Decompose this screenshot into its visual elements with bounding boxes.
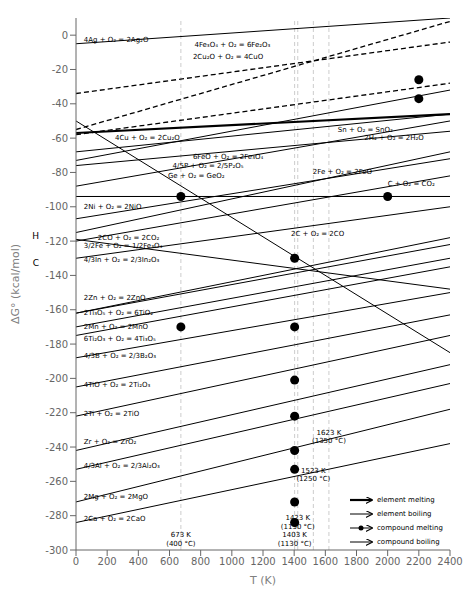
svg-text:-40: -40 — [52, 98, 68, 109]
svg-text:2400: 2400 — [437, 556, 462, 567]
svg-text:2Ni + O₂ = 2NiO: 2Ni + O₂ = 2NiO — [84, 203, 142, 211]
svg-text:element boiling: element boiling — [377, 510, 432, 518]
svg-text:Zr + O₂ = ZrO₂: Zr + O₂ = ZrO₂ — [84, 438, 137, 446]
svg-text:1523 K(1250 °C): 1523 K(1250 °C) — [296, 466, 330, 483]
svg-text:-300: -300 — [45, 545, 68, 556]
svg-text:2000: 2000 — [375, 556, 400, 567]
svg-text:Sn + O₂ = SnO₂: Sn + O₂ = SnO₂ — [338, 126, 393, 134]
svg-text:-160: -160 — [45, 304, 68, 315]
svg-text:800: 800 — [191, 556, 210, 567]
svg-text:4/3B + O₂ = 2/3B₂O₃: 4/3B + O₂ = 2/3B₂O₃ — [84, 352, 156, 360]
svg-text:1800: 1800 — [344, 556, 369, 567]
svg-text:-180: -180 — [45, 339, 68, 350]
svg-text:2Zn + O₂ = 2ZnO: 2Zn + O₂ = 2ZnO — [84, 294, 146, 302]
svg-text:1200: 1200 — [250, 556, 275, 567]
svg-text:1423 K(1150 °C): 1423 K(1150 °C) — [281, 514, 315, 531]
svg-text:-220: -220 — [45, 407, 68, 418]
svg-text:4Cu + O₂ = 2Cu₂O: 4Cu + O₂ = 2Cu₂O — [115, 134, 180, 142]
svg-text:-120: -120 — [45, 236, 68, 247]
svg-text:0: 0 — [62, 30, 68, 41]
svg-text:4/5P + O₂ = 2/5P₂O₅: 4/5P + O₂ = 2/5P₂O₅ — [173, 162, 244, 170]
svg-text:ΔG° (kcal/mol): ΔG° (kcal/mol) — [9, 244, 22, 324]
svg-text:4/3Al + O₂ = 2/3Al₂O₃: 4/3Al + O₂ = 2/3Al₂O₃ — [84, 462, 160, 470]
svg-text:1000: 1000 — [219, 556, 244, 567]
svg-text:1623 K(1350 °C): 1623 K(1350 °C) — [312, 429, 346, 446]
svg-text:6Ti₂O₃ + O₂ = 4Ti₃O₅: 6Ti₂O₃ + O₂ = 4Ti₃O₅ — [84, 335, 156, 343]
svg-text:1600: 1600 — [313, 556, 338, 567]
svg-text:4/3In + O₂ = 2/3In₂O₃: 4/3In + O₂ = 2/3In₂O₃ — [84, 256, 160, 264]
svg-text:-20: -20 — [52, 64, 68, 75]
svg-text:4Fe₃O₄ + O₂ = 6Fe₂O₃: 4Fe₃O₄ + O₂ = 6Fe₂O₃ — [194, 41, 270, 49]
svg-text:2Ca + O₂ = 2CaO: 2Ca + O₂ = 2CaO — [84, 515, 146, 523]
svg-text:4Ag + O₂ = 2Ag₂O: 4Ag + O₂ = 2Ag₂O — [84, 36, 149, 44]
svg-text:2CO + O₂ = 2CO₂: 2CO + O₂ = 2CO₂ — [98, 234, 160, 242]
svg-text:4TiO + O₂ = 2Ti₂O₃: 4TiO + O₂ = 2Ti₂O₃ — [84, 381, 151, 389]
svg-text:2C + O₂ = 2CO: 2C + O₂ = 2CO — [291, 230, 345, 238]
svg-text:3/2Fe + O₂ = 1/2Fe₃O₄: 3/2Fe + O₂ = 1/2Fe₃O₄ — [84, 242, 163, 250]
svg-text:-80: -80 — [52, 167, 68, 178]
svg-text:-260: -260 — [45, 476, 68, 487]
svg-text:-100: -100 — [45, 201, 68, 212]
svg-text:0: 0 — [73, 556, 79, 567]
svg-text:C: C — [33, 258, 39, 268]
svg-text:T (K): T (K) — [249, 574, 276, 587]
svg-text:2Fe + O₂ = 2FeO: 2Fe + O₂ = 2FeO — [313, 168, 373, 176]
svg-text:200: 200 — [98, 556, 117, 567]
svg-text:1403 K(1130 °C): 1403 K(1130 °C) — [278, 531, 312, 548]
svg-text:400: 400 — [129, 556, 148, 567]
svg-text:compound melting: compound melting — [377, 524, 443, 532]
svg-text:H: H — [32, 231, 39, 241]
svg-text:-280: -280 — [45, 510, 68, 521]
svg-text:element melting: element melting — [377, 496, 435, 504]
svg-text:compound boiling: compound boiling — [377, 538, 440, 546]
svg-text:Ge + O₂ = GeO₂: Ge + O₂ = GeO₂ — [168, 172, 225, 180]
svg-text:-60: -60 — [52, 133, 68, 144]
svg-text:1400: 1400 — [281, 556, 306, 567]
svg-text:2Cu₂O + O₂ = 4CuO: 2Cu₂O + O₂ = 4CuO — [193, 53, 264, 61]
svg-text:-140: -140 — [45, 270, 68, 281]
svg-text:2Mg + O₂ = 2MgO: 2Mg + O₂ = 2MgO — [84, 493, 149, 501]
svg-text:2200: 2200 — [406, 556, 431, 567]
svg-text:C + O₂ = CO₂: C + O₂ = CO₂ — [388, 180, 435, 188]
svg-text:2Ti₃O₅ + O₂ = 6TiO₂: 2Ti₃O₅ + O₂ = 6TiO₂ — [84, 309, 153, 317]
svg-text:2Mn + O₂ = 2MnO: 2Mn + O₂ = 2MnO — [84, 323, 149, 331]
svg-text:2Ti + O₂ = 2TiO: 2Ti + O₂ = 2TiO — [84, 410, 140, 418]
svg-text:-200: -200 — [45, 373, 68, 384]
svg-text:600: 600 — [160, 556, 179, 567]
svg-text:2H₂ + O₂ = 2H₂O: 2H₂ + O₂ = 2H₂O — [364, 134, 424, 142]
svg-text:-240: -240 — [45, 442, 68, 453]
svg-text:6FeO + O₂ = 2Fe₃O₄: 6FeO + O₂ = 2Fe₃O₄ — [193, 153, 264, 161]
svg-text:673 K(400 °C): 673 K(400 °C) — [166, 531, 196, 548]
